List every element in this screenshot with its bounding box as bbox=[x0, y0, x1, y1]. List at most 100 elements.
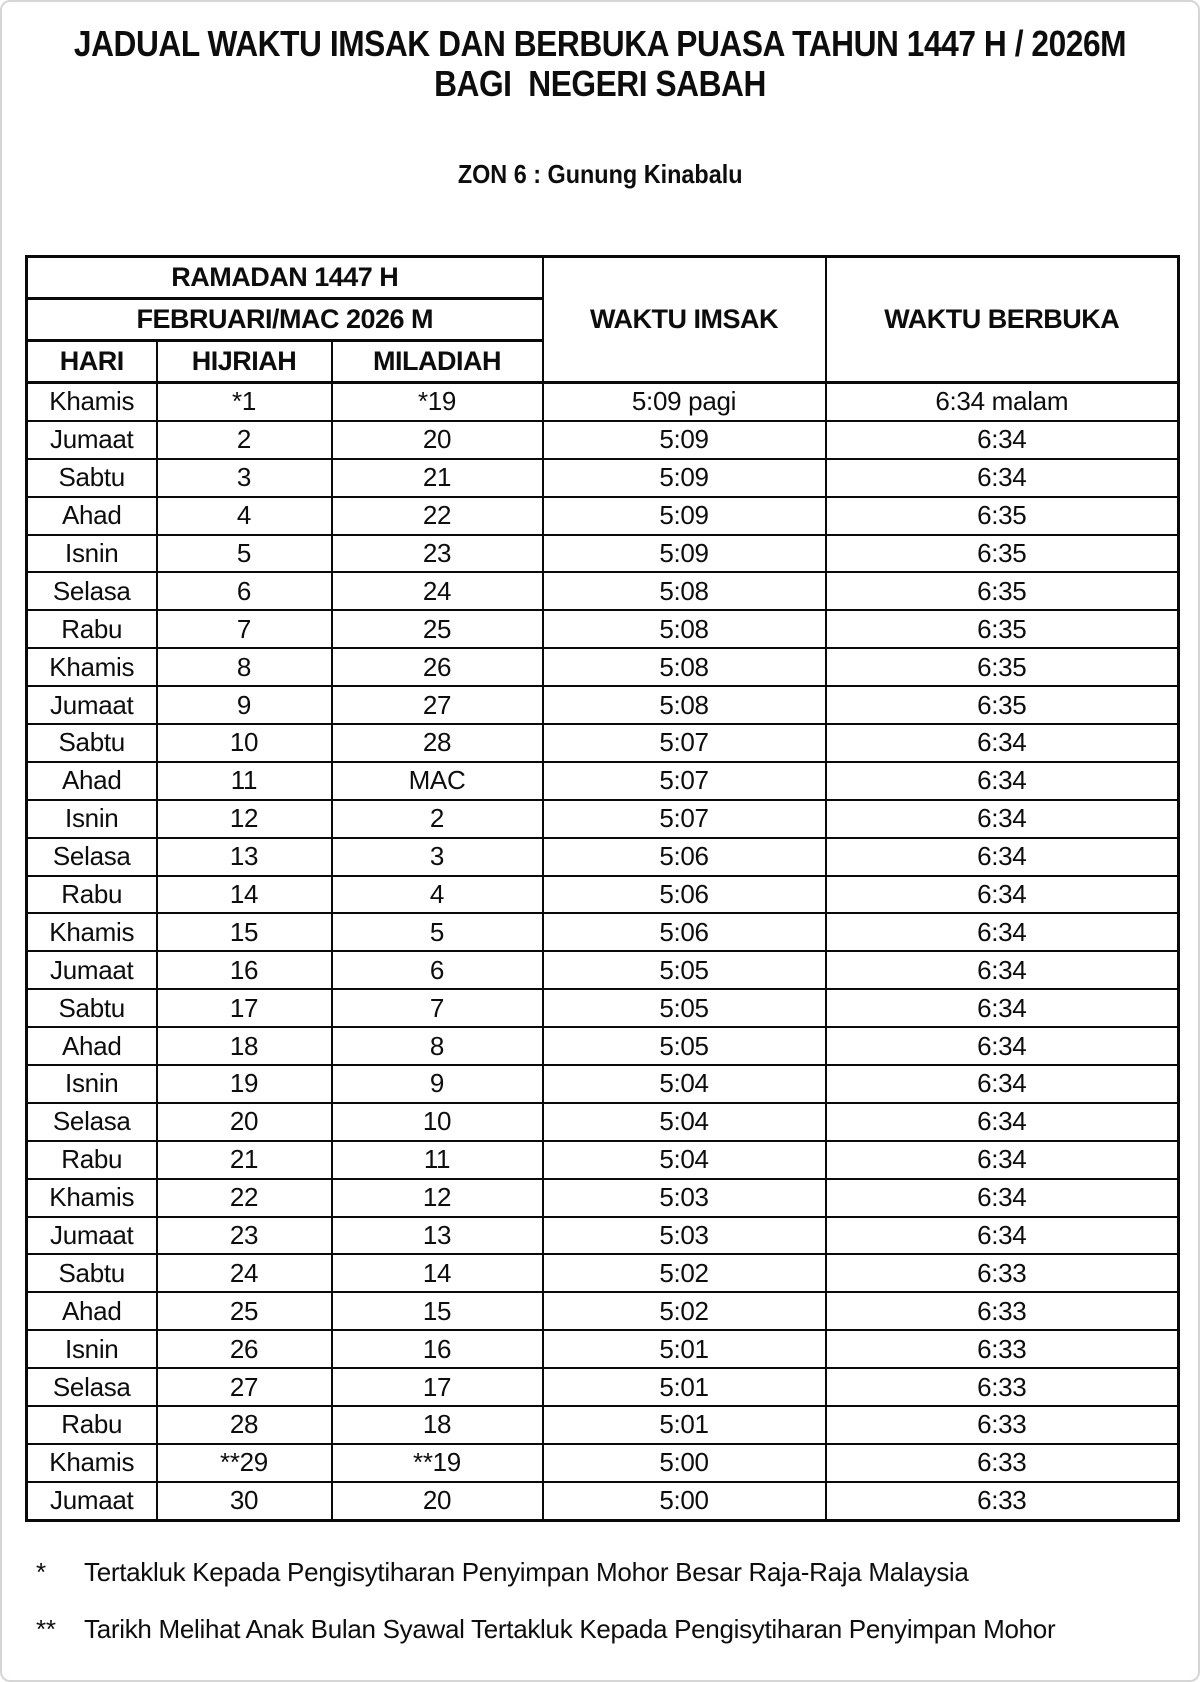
cell-hijriah: 3 bbox=[155, 457, 333, 498]
cell-hari: Ahad bbox=[25, 495, 158, 536]
header-waktu-imsak: WAKTU IMSAK bbox=[541, 255, 827, 384]
cell-berbuka: 6:35 bbox=[824, 533, 1180, 574]
table-row: Isnin 12 2 5:07 6:34 bbox=[25, 798, 1180, 839]
cell-berbuka: 6:34 bbox=[824, 798, 1180, 839]
cell-miladiah: 6 bbox=[330, 950, 544, 991]
table-row: Khamis *1 *19 5:09 pagi 6:34 malam bbox=[25, 381, 1180, 422]
cell-hijriah: 26 bbox=[155, 1329, 333, 1370]
cell-hijriah: 16 bbox=[155, 950, 333, 991]
cell-berbuka: 6:34 bbox=[824, 457, 1180, 498]
cell-miladiah: 7 bbox=[330, 988, 544, 1029]
document-title-line1: JADUAL WAKTU IMSAK DAN BERBUKA PUASA TAH… bbox=[73, 23, 1127, 64]
cell-miladiah: 15 bbox=[330, 1291, 544, 1332]
cell-imsak: 5:04 bbox=[541, 1064, 827, 1104]
cell-hijriah: 19 bbox=[155, 1064, 333, 1104]
cell-hijriah: 25 bbox=[155, 1291, 333, 1332]
cell-hari: Isnin bbox=[25, 798, 158, 839]
header-waktu-berbuka: WAKTU BERBUKA bbox=[824, 255, 1180, 384]
cell-hari: Jumaat bbox=[25, 685, 158, 726]
cell-hijriah: 22 bbox=[155, 1177, 333, 1218]
cell-imsak: 5:08 bbox=[541, 647, 827, 688]
table-row: Khamis 22 12 5:03 6:34 bbox=[25, 1177, 1180, 1218]
cell-imsak: 5:09 bbox=[541, 419, 827, 460]
cell-miladiah: 4 bbox=[330, 874, 544, 915]
header-hijri-period: RAMADAN 1447 H bbox=[25, 255, 544, 300]
table-row: Rabu 7 25 5:08 6:35 bbox=[25, 609, 1180, 650]
imsak-berbuka-schedule-table: RAMADAN 1447 H WAKTU IMSAK WAKTU BERBUKA… bbox=[25, 255, 1181, 1522]
cell-hijriah: 27 bbox=[155, 1367, 333, 1408]
cell-imsak: 5:00 bbox=[541, 1480, 827, 1522]
table-row: Selasa 13 3 5:06 6:34 bbox=[25, 836, 1180, 877]
cell-hari: Jumaat bbox=[25, 1480, 158, 1522]
cell-hijriah: **29 bbox=[155, 1442, 333, 1483]
zone-subtitle-text: ZON 6 : Gunung Kinabalu bbox=[457, 159, 743, 189]
cell-imsak: 5:07 bbox=[541, 798, 827, 839]
table-row: Sabtu 10 28 5:07 6:34 bbox=[25, 723, 1180, 763]
header-hijriah: HIJRIAH bbox=[155, 339, 333, 384]
cell-hari: Isnin bbox=[25, 533, 158, 574]
cell-miladiah: 10 bbox=[330, 1101, 544, 1142]
cell-hijriah: 13 bbox=[155, 836, 333, 877]
cell-hijriah: 6 bbox=[155, 571, 333, 612]
cell-berbuka: 6:34 bbox=[824, 912, 1180, 953]
cell-berbuka: 6:34 bbox=[824, 1064, 1180, 1104]
cell-miladiah: 16 bbox=[330, 1329, 544, 1370]
table-row: Jumaat 16 6 5:05 6:34 bbox=[25, 950, 1180, 991]
footnote-2-text: Tarikh Melihat Anak Bulan Syawal Tertakl… bbox=[84, 1614, 1056, 1644]
cell-hari: Khamis bbox=[25, 912, 158, 953]
cell-hari: Khamis bbox=[25, 1177, 158, 1218]
header-row-hijri-period: RAMADAN 1447 H WAKTU IMSAK WAKTU BERBUKA bbox=[25, 255, 1180, 384]
cell-hari: Rabu bbox=[25, 874, 158, 915]
header-row-gregorian-period: FEBRUARI/MAC 2026 M bbox=[25, 297, 1179, 342]
cell-miladiah: 27 bbox=[330, 685, 544, 726]
cell-hijriah: 4 bbox=[155, 495, 333, 536]
cell-hari: Isnin bbox=[25, 1064, 158, 1104]
header-hari: HARI bbox=[25, 339, 158, 384]
table-row: Jumaat 23 13 5:03 6:34 bbox=[25, 1215, 1180, 1256]
cell-imsak: 5:02 bbox=[541, 1291, 827, 1332]
cell-berbuka: 6:34 bbox=[824, 1177, 1180, 1218]
cell-berbuka: 6:33 bbox=[824, 1480, 1180, 1522]
cell-hari: Khamis bbox=[25, 381, 158, 422]
cell-hijriah: 24 bbox=[155, 1253, 333, 1294]
cell-hijriah: 15 bbox=[155, 912, 333, 953]
cell-berbuka: 6:34 bbox=[824, 1101, 1180, 1142]
cell-miladiah: MAC bbox=[330, 760, 544, 801]
table-row: Khamis 8 26 5:08 6:35 bbox=[25, 647, 1180, 688]
table-row: Khamis 15 5 5:06 6:34 bbox=[25, 912, 1180, 953]
cell-imsak: 5:06 bbox=[541, 874, 827, 915]
cell-hari: Sabtu bbox=[25, 1253, 158, 1294]
cell-imsak: 5:05 bbox=[541, 988, 827, 1029]
cell-hijriah: 21 bbox=[155, 1139, 333, 1180]
cell-miladiah: 11 bbox=[330, 1139, 544, 1180]
cell-imsak: 5:08 bbox=[541, 609, 827, 650]
cell-imsak: 5:00 bbox=[541, 1442, 827, 1483]
cell-imsak: 5:06 bbox=[541, 912, 827, 953]
table-row: Sabtu 24 14 5:02 6:33 bbox=[25, 1253, 1180, 1294]
cell-hari: Jumaat bbox=[25, 419, 158, 460]
cell-hijriah: 10 bbox=[155, 723, 333, 763]
table-row: Selasa 20 10 5:04 6:34 bbox=[25, 1101, 1180, 1142]
cell-miladiah: *19 bbox=[330, 381, 544, 422]
cell-miladiah: 28 bbox=[330, 723, 544, 763]
header-miladiah: MILADIAH bbox=[330, 339, 544, 384]
cell-hijriah: 11 bbox=[155, 760, 333, 801]
header-row-columns: HARI HIJRIAH MILADIAH bbox=[25, 339, 1179, 384]
table-body: Khamis *1 *19 5:09 pagi 6:34 malam Jumaat 2 20 5… bbox=[25, 381, 1180, 1522]
cell-hari: Selasa bbox=[25, 1101, 158, 1142]
cell-berbuka: 6:34 bbox=[824, 1026, 1180, 1067]
cell-hijriah: 30 bbox=[155, 1480, 333, 1522]
footnote-1: * Tertakluk Kepada Pengisytiharan Penyim… bbox=[36, 1555, 1176, 1589]
cell-hari: Khamis bbox=[25, 1442, 158, 1483]
footnote-1-marker: * bbox=[36, 1557, 46, 1587]
cell-hari: Ahad bbox=[25, 1026, 158, 1067]
cell-imsak: 5:08 bbox=[541, 685, 827, 726]
cell-berbuka: 6:34 bbox=[824, 874, 1180, 915]
cell-berbuka: 6:34 bbox=[824, 950, 1180, 991]
cell-hijriah: 20 bbox=[155, 1101, 333, 1142]
document-title: JADUAL WAKTU IMSAK DAN BERBUKA PUASA TAH… bbox=[2, 24, 1198, 104]
cell-miladiah: 13 bbox=[330, 1215, 544, 1256]
cell-miladiah: 26 bbox=[330, 647, 544, 688]
cell-hijriah: 14 bbox=[155, 874, 333, 915]
